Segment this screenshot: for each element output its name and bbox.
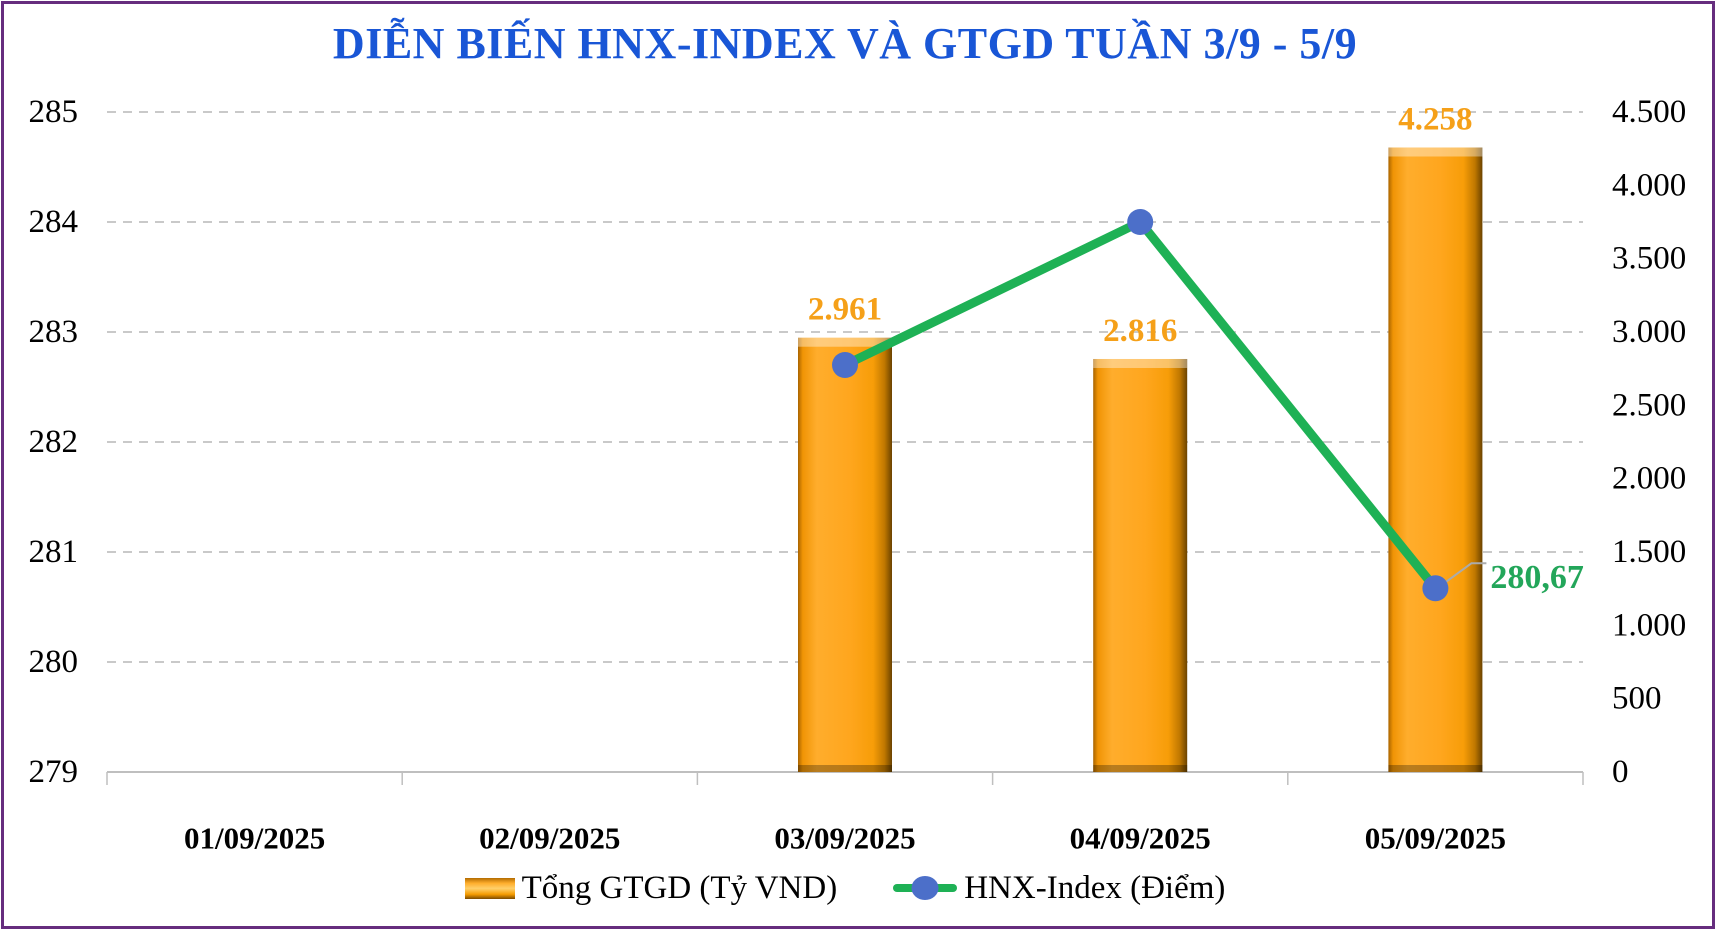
x-axis-category-label: 05/09/2025 xyxy=(1365,821,1506,856)
legend-label-hnx: HNX-Index (Điểm) xyxy=(964,869,1226,906)
bar-top-bevel xyxy=(798,337,892,347)
legend: Tổng GTGD (Tỷ VND) HNX-Index (Điểm) xyxy=(107,860,1583,916)
y-axis-left-tick-label: 284 xyxy=(29,204,79,240)
y-axis-left-tick-label: 283 xyxy=(29,314,79,350)
point-label-leader-line xyxy=(1444,562,1487,584)
y-axis-left-tick-label: 279 xyxy=(29,754,79,790)
y-axis-left-tick-label: 285 xyxy=(29,94,79,130)
y-axis-left-tick-label: 280 xyxy=(29,644,79,680)
bar-series-swatch-icon xyxy=(464,877,515,899)
y-axis-right-tick-label: 2.500 xyxy=(1612,387,1686,423)
bar xyxy=(1388,147,1483,772)
bar-value-label: 2.961 xyxy=(808,292,882,328)
x-axis-category-label: 04/09/2025 xyxy=(1070,821,1211,856)
bar-value-label: 2.816 xyxy=(1103,313,1177,349)
y-axis-right-tick-label: 4.000 xyxy=(1612,167,1686,203)
legend-item-hnx: HNX-Index (Điểm) xyxy=(893,870,1225,907)
line-series-swatch-icon xyxy=(893,876,958,900)
legend-label-gtgd: Tổng GTGD (Tỷ VND) xyxy=(521,869,838,906)
legend-item-gtgd: Tổng GTGD (Tỷ VND) xyxy=(464,869,838,907)
x-axis-category-label: 02/09/2025 xyxy=(479,821,620,856)
x-axis-category-label: 03/09/2025 xyxy=(774,821,915,856)
line-point-label: 280,67 xyxy=(1490,559,1584,596)
line-marker-icon xyxy=(911,876,939,900)
bar-top-bevel xyxy=(1388,147,1483,157)
y-axis-right-tick-label: 2.000 xyxy=(1612,461,1686,497)
y-axis-right-tick-label: 500 xyxy=(1612,681,1662,717)
chart-title: DIỄN BIẾN HNX-INDEX VÀ GTGD TUẦN 3/9 - 5… xyxy=(332,19,1358,68)
line-marker xyxy=(832,352,858,378)
y-axis-right-tick-label: 1.500 xyxy=(1612,534,1686,570)
y-axis-right-tick-label: 3.500 xyxy=(1612,241,1686,277)
bar-top-bevel xyxy=(1093,358,1188,368)
bar xyxy=(1093,358,1188,772)
bar xyxy=(798,337,892,772)
y-axis-left-tick-label: 281 xyxy=(29,534,79,570)
y-axis-right-tick-label: 4.500 xyxy=(1612,94,1686,130)
line-marker xyxy=(1422,575,1449,602)
bar-bottom-shade xyxy=(1093,765,1188,772)
y-axis-right-tick-label: 1.000 xyxy=(1612,607,1686,643)
x-axis-category-label: 01/09/2025 xyxy=(184,821,325,856)
bar-bottom-shade xyxy=(798,765,892,772)
y-axis-right-tick-label: 3.000 xyxy=(1612,314,1686,350)
bar-bottom-shade xyxy=(1388,765,1483,772)
y-axis-left-tick-label: 282 xyxy=(29,424,79,460)
line-marker xyxy=(1127,209,1154,235)
y-axis-right-tick-label: 0 xyxy=(1612,754,1629,790)
bar-value-label: 4.258 xyxy=(1398,101,1472,137)
